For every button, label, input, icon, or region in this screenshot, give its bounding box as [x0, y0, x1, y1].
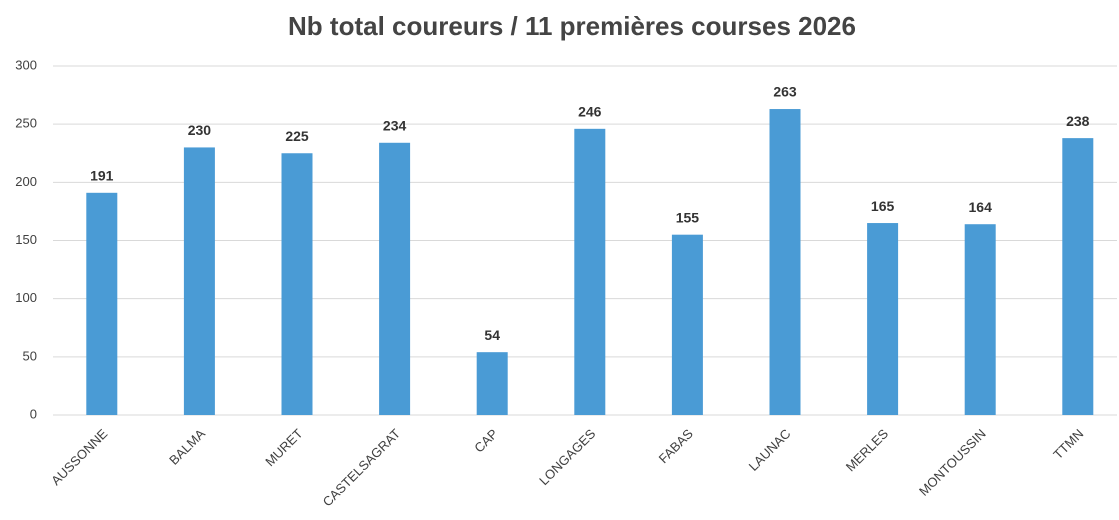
- bar: [281, 153, 313, 415]
- bar: [379, 142, 411, 415]
- x-tick-label: AUSSONNE: [48, 426, 110, 488]
- value-label: 164: [969, 199, 993, 215]
- x-tick-label: BALMA: [166, 426, 208, 468]
- x-tick-label: CASTELSAGRAT: [320, 426, 404, 510]
- x-tick-label: CAP: [471, 426, 501, 456]
- x-tick-label: LONGAGES: [536, 426, 598, 488]
- value-label: 165: [871, 198, 895, 214]
- y-tick-label: 250: [15, 116, 37, 131]
- y-tick-label: 150: [15, 232, 37, 247]
- y-tick-label: 50: [23, 348, 37, 363]
- bar: [476, 352, 508, 415]
- value-label: 230: [188, 122, 212, 138]
- value-label: 238: [1066, 113, 1090, 129]
- bar: [769, 109, 801, 415]
- value-label: 263: [773, 84, 797, 100]
- value-label: 246: [578, 104, 602, 120]
- bar: [183, 147, 215, 415]
- x-tick-label: TTMN: [1050, 426, 1086, 462]
- x-tick-label: LAUNAC: [746, 426, 794, 474]
- value-label: 54: [484, 327, 500, 343]
- y-tick-label: 300: [15, 57, 37, 72]
- y-tick-label: 200: [15, 174, 37, 189]
- value-label: 191: [90, 168, 114, 184]
- x-tick-label: MONTOUSSIN: [916, 426, 989, 499]
- bar: [867, 223, 899, 415]
- bar: [671, 234, 703, 415]
- chart-title: Nb total coureurs / 11 premières courses…: [288, 11, 856, 41]
- x-tick-label: MERLES: [843, 426, 892, 475]
- bar: [964, 224, 996, 415]
- value-label: 225: [285, 128, 309, 144]
- bar: [86, 192, 118, 415]
- y-tick-label: 100: [15, 290, 37, 305]
- x-tick-label: FABAS: [656, 426, 696, 466]
- bar: [574, 128, 606, 415]
- value-label: 155: [676, 209, 700, 225]
- value-label: 234: [383, 117, 407, 133]
- bar: [1062, 138, 1094, 416]
- y-tick-label: 0: [30, 406, 37, 421]
- x-tick-label: MURET: [262, 426, 305, 469]
